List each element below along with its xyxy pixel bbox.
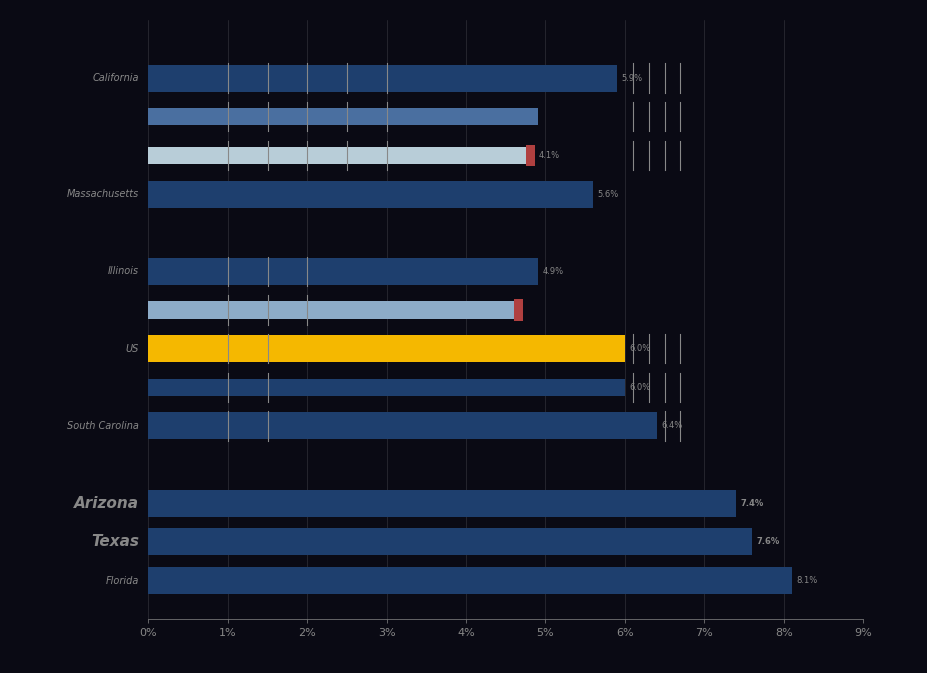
Text: 7.4%: 7.4% xyxy=(740,499,763,507)
Bar xyxy=(148,413,656,439)
Text: Florida: Florida xyxy=(106,575,139,586)
Bar xyxy=(148,147,533,164)
Text: 6.0%: 6.0% xyxy=(629,383,650,392)
Text: 6.0%: 6.0% xyxy=(629,344,650,353)
Text: Massachusetts: Massachusetts xyxy=(67,189,139,199)
Bar xyxy=(148,379,624,396)
Text: 4.1%: 4.1% xyxy=(538,151,559,160)
Text: California: California xyxy=(93,73,139,83)
Bar xyxy=(148,180,592,207)
Text: Illinois: Illinois xyxy=(108,267,139,277)
Text: South Carolina: South Carolina xyxy=(67,421,139,431)
Text: US: US xyxy=(125,344,139,353)
Bar xyxy=(148,65,616,92)
Text: 7.6%: 7.6% xyxy=(756,537,779,546)
Text: 8.1%: 8.1% xyxy=(795,576,817,585)
Text: 5.6%: 5.6% xyxy=(597,190,618,199)
Bar xyxy=(525,145,535,166)
Bar xyxy=(148,490,735,517)
Bar xyxy=(514,299,523,320)
Text: 4.9%: 4.9% xyxy=(541,267,563,276)
Bar xyxy=(148,108,537,125)
Text: 6.4%: 6.4% xyxy=(661,421,682,431)
Bar xyxy=(148,335,624,362)
Bar xyxy=(148,528,751,555)
Bar xyxy=(148,258,537,285)
Text: 5.9%: 5.9% xyxy=(621,73,642,83)
Text: Arizona: Arizona xyxy=(74,496,139,511)
Text: Texas: Texas xyxy=(91,534,139,549)
Bar xyxy=(148,567,791,594)
Bar xyxy=(148,302,521,319)
